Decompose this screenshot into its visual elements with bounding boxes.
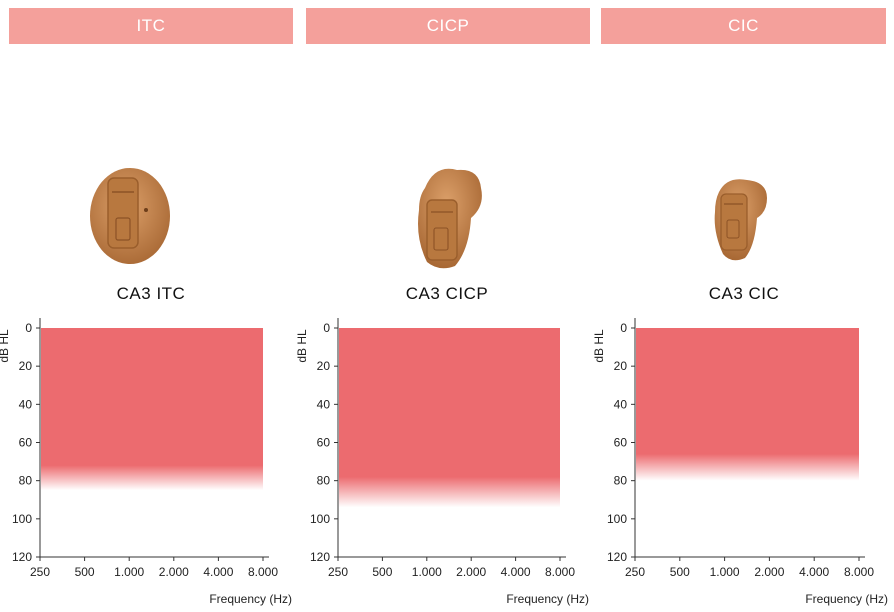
y-tick-label: 40 xyxy=(19,397,33,411)
x-axis-label: Frequency (Hz) xyxy=(506,592,589,606)
x-tick-label: 8.000 xyxy=(844,565,874,579)
tab-itc[interactable]: ITC xyxy=(9,8,293,44)
y-tick-label: 60 xyxy=(19,436,33,450)
fitting-range-area xyxy=(41,328,263,491)
y-tick-label: 0 xyxy=(25,321,32,335)
y-tick-label: 80 xyxy=(317,474,331,488)
panel-cic: CIC CA3 CIC 0 20 40 60 80 100 120 250 500 1.000 2.… xyxy=(592,0,894,612)
x-tick-label: 4.000 xyxy=(799,565,829,579)
y-tick-label: 120 xyxy=(12,550,32,564)
panel-itc: ITC CA3 ITC 0 20 40 60 80 100 120 250 500 1.000 2.… xyxy=(0,0,298,612)
panel-cicp: CICP CA3 CICP 0 20 40 60 80 100 120 250 500 1.000… xyxy=(295,0,595,612)
fitting-range-area xyxy=(339,328,560,508)
x-tick-label: 1.000 xyxy=(412,565,442,579)
y-tick-label: 60 xyxy=(614,436,628,450)
y-axis-label: dB HL xyxy=(295,329,309,363)
y-tick-label: 20 xyxy=(614,359,628,373)
y-tick-label: 120 xyxy=(607,550,627,564)
x-tick-label: 500 xyxy=(372,565,392,579)
cic-hearing-aid-image xyxy=(714,179,767,261)
tab-cic[interactable]: CIC xyxy=(601,8,886,44)
y-tick-label: 100 xyxy=(607,512,627,526)
x-axis-label: Frequency (Hz) xyxy=(805,592,888,606)
y-tick-label: 20 xyxy=(19,359,33,373)
itc-hearing-aid-image xyxy=(90,168,170,264)
y-tick-label: 40 xyxy=(317,397,331,411)
x-tick-label: 8.000 xyxy=(248,565,278,579)
y-tick-label: 80 xyxy=(614,474,628,488)
y-axis-label: dB HL xyxy=(0,329,11,363)
x-tick-label: 4.000 xyxy=(203,565,233,579)
model-name: CA3 CICP xyxy=(405,284,489,303)
tab-cicp[interactable]: CICP xyxy=(306,8,590,44)
x-tick-label: 1.000 xyxy=(710,565,740,579)
y-tick-label: 0 xyxy=(620,321,627,335)
x-tick-label: 2.000 xyxy=(159,565,189,579)
y-tick-label: 120 xyxy=(310,550,330,564)
x-tick-label: 4.000 xyxy=(501,565,531,579)
x-tick-label: 250 xyxy=(30,565,50,579)
x-tick-label: 250 xyxy=(625,565,645,579)
model-name: CA3 CIC xyxy=(708,284,780,303)
x-tick-label: 500 xyxy=(75,565,95,579)
x-tick-label: 250 xyxy=(328,565,348,579)
x-tick-label: 1.000 xyxy=(114,565,144,579)
y-tick-label: 0 xyxy=(323,321,330,335)
y-tick-label: 40 xyxy=(614,397,628,411)
y-tick-label: 100 xyxy=(12,512,32,526)
cicp-hearing-aid-image xyxy=(418,168,482,269)
model-name: CA3 ITC xyxy=(116,284,186,303)
y-tick-label: 60 xyxy=(317,436,331,450)
y-tick-label: 100 xyxy=(310,512,330,526)
x-tick-label: 2.000 xyxy=(754,565,784,579)
x-tick-label: 8.000 xyxy=(545,565,575,579)
x-axis-label: Frequency (Hz) xyxy=(209,592,292,606)
x-tick-label: 500 xyxy=(670,565,690,579)
x-tick-label: 2.000 xyxy=(456,565,486,579)
y-tick-label: 80 xyxy=(19,474,33,488)
y-tick-label: 20 xyxy=(317,359,331,373)
fitting-range-area xyxy=(636,328,859,481)
y-axis-label: dB HL xyxy=(592,329,606,363)
